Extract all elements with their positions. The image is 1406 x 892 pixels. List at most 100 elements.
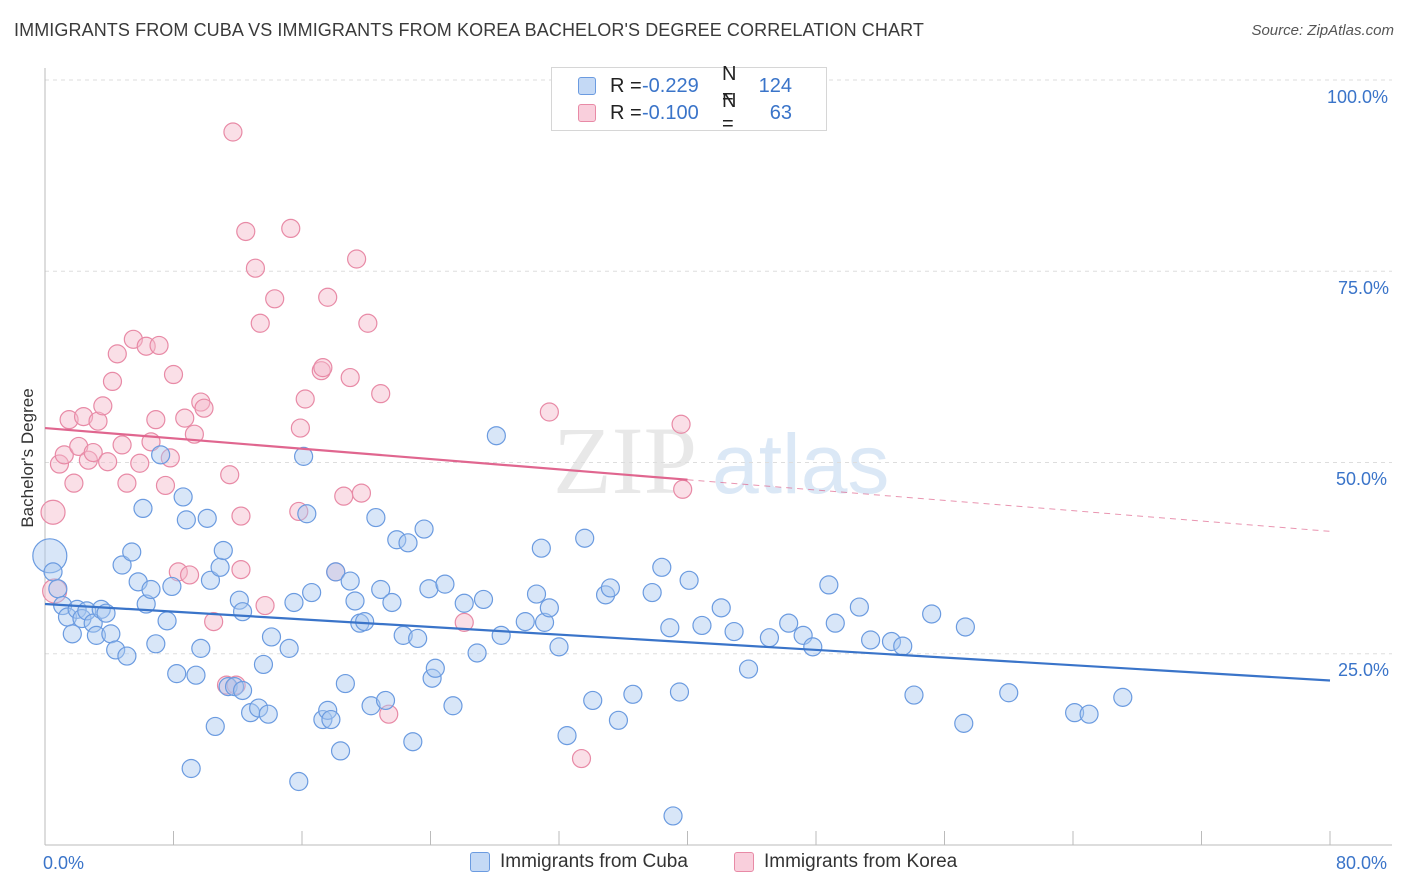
- y-tick-label-25: 25.0%: [1338, 660, 1390, 680]
- korea-point: [673, 479, 693, 499]
- cuba-point: [539, 598, 559, 618]
- korea-point: [69, 436, 89, 457]
- cuba-point: [608, 710, 629, 730]
- cuba-point: [954, 713, 974, 733]
- cuba-point: [176, 510, 196, 530]
- korea-point: [334, 486, 354, 506]
- cuba-point: [515, 612, 535, 632]
- cuba-point: [253, 654, 274, 675]
- cuba-point: [122, 542, 142, 562]
- cuba-point: [106, 640, 126, 660]
- korea-point: [54, 445, 74, 465]
- cuba-point: [425, 658, 445, 678]
- watermark-zip: ZIP: [553, 407, 697, 514]
- cuba-point: [486, 426, 506, 446]
- cuba-point: [660, 618, 680, 638]
- cuba-point: [711, 598, 731, 618]
- cuba-point: [526, 584, 547, 604]
- y-tick-label-50: 50.0%: [1336, 469, 1388, 489]
- cuba-point: [200, 570, 221, 590]
- cuba-point: [284, 592, 304, 613]
- cuba-point: [595, 585, 616, 605]
- cuba-point: [151, 445, 171, 465]
- cuba-point: [491, 625, 511, 645]
- cuba-point: [467, 643, 487, 663]
- cuba-point: [642, 582, 662, 603]
- korea-point: [83, 442, 103, 463]
- cuba-point: [136, 594, 156, 614]
- cuba-point: [534, 612, 555, 632]
- cuba-point: [652, 557, 672, 577]
- cuba-point: [999, 683, 1019, 703]
- cuba-point: [210, 557, 230, 577]
- korea-point: [245, 258, 266, 278]
- n-label: N =: [722, 90, 737, 135]
- cuba-point: [759, 628, 780, 648]
- cuba-point: [382, 592, 402, 613]
- korea-point: [73, 407, 94, 427]
- korea-point: [64, 473, 84, 493]
- cuba-point: [157, 611, 177, 631]
- korea-point: [311, 361, 331, 381]
- cuba-point: [302, 582, 322, 603]
- cuba-point: [62, 624, 82, 644]
- korea-point: [295, 389, 315, 409]
- korea-point: [149, 335, 169, 356]
- korea-point: [220, 465, 240, 485]
- korea-point: [102, 371, 123, 392]
- chart-title: IMMIGRANTS FROM CUBA VS IMMIGRANTS FROM …: [14, 20, 924, 40]
- korea-point: [281, 218, 301, 239]
- x-tick-label-max: 80.0%: [1336, 853, 1388, 873]
- korea-point: [40, 499, 66, 525]
- cuba-point: [419, 579, 439, 599]
- cuba-point: [326, 562, 346, 582]
- cuba-point: [279, 638, 299, 658]
- cuba-point: [294, 446, 314, 466]
- cuba-point: [557, 726, 577, 746]
- cuba-point: [181, 758, 201, 779]
- korea-trend-extrapolation: [687, 479, 1331, 532]
- cuba-trend-line: [44, 602, 1331, 682]
- legend-item-korea: Immigrants from Korea: [734, 851, 957, 873]
- korea-point: [539, 402, 559, 422]
- cuba-point: [162, 576, 182, 597]
- cuba-point: [403, 732, 423, 752]
- cuba-point: [321, 709, 341, 730]
- cuba-point: [43, 562, 63, 582]
- cuba-point: [443, 696, 463, 716]
- cuba-point: [191, 638, 211, 658]
- korea-point: [107, 344, 127, 364]
- cuba-point: [86, 625, 107, 645]
- korea-point: [155, 475, 176, 496]
- watermark: ZIP atlas: [553, 407, 889, 514]
- axes: [44, 68, 1392, 846]
- korea-point: [223, 122, 243, 142]
- cuba-point: [575, 528, 595, 548]
- cuba-point: [904, 685, 924, 705]
- korea-point: [265, 289, 285, 309]
- cuba-point: [549, 637, 569, 657]
- cuba-point: [297, 504, 317, 524]
- cuba-point: [101, 624, 121, 644]
- cuba-point: [849, 597, 869, 617]
- r-value-cuba: -0.229: [642, 74, 699, 97]
- cuba-point: [366, 507, 386, 528]
- cuba-point: [819, 575, 839, 595]
- korea-point: [454, 612, 474, 632]
- cuba-point: [435, 574, 455, 594]
- cuba-point: [146, 634, 166, 654]
- cuba-point: [1065, 703, 1085, 723]
- cuba-point: [398, 533, 418, 553]
- cuba-point: [167, 664, 187, 684]
- cuba-swatch: [578, 77, 596, 95]
- legend-row-cuba: R = -0.229 N = 124: [578, 63, 792, 108]
- trend-lines: [44, 426, 1331, 682]
- cuba-point: [825, 613, 845, 633]
- korea-point: [313, 358, 333, 378]
- y-axis-label: Bachelor's Degree: [18, 388, 37, 528]
- korea-point: [112, 435, 132, 455]
- cuba-point: [414, 519, 434, 539]
- korea-point: [194, 398, 214, 418]
- korea-trend-line: [44, 426, 688, 481]
